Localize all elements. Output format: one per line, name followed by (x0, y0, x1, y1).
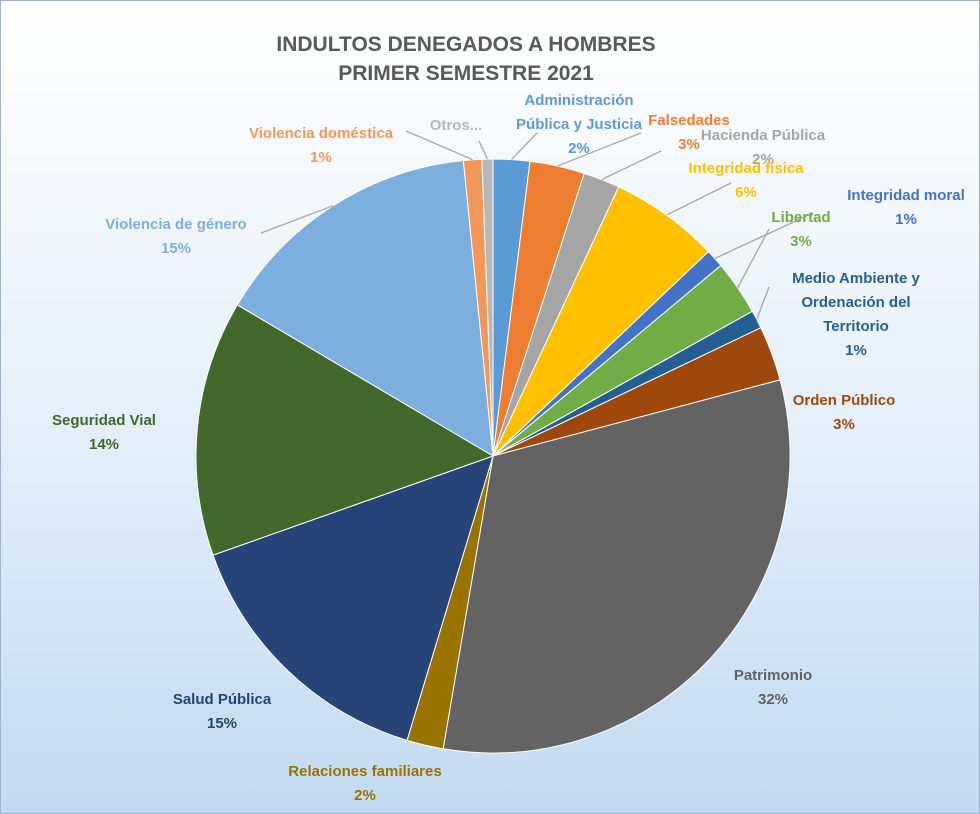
leader-line (260, 205, 334, 234)
label-value: 2% (354, 787, 376, 804)
data-label: Relaciones familiares 2% (265, 760, 465, 808)
label-value: 3% (833, 416, 855, 433)
leader-line (557, 132, 642, 167)
pie-slice (481, 158, 494, 457)
label-name: Administración Pública y Justicia (516, 92, 642, 133)
label-name: Hacienda Pública (700, 127, 826, 144)
label-value: 1% (845, 342, 867, 359)
label-value: 3% (678, 136, 700, 153)
label-name: Libertad (771, 209, 831, 226)
data-label: Seguridad Vial 14% (34, 409, 174, 457)
data-label: Hacienda Pública 2% (683, 124, 843, 172)
label-value: 15% (206, 715, 238, 732)
label-value: 2% (568, 140, 590, 157)
label-value: 14% (88, 436, 120, 453)
leader-line (511, 132, 538, 161)
leader-line (478, 140, 489, 160)
label-name: Falsedades (648, 112, 730, 129)
data-label: Libertad 3% (756, 206, 846, 254)
data-label: Administración Pública y Justicia 2% (504, 89, 654, 161)
leader-line (737, 228, 770, 288)
leader-line (666, 182, 732, 216)
label-value: 1% (310, 149, 332, 166)
label-name: Violencia de género (105, 216, 247, 233)
label-name: Integridad moral (847, 187, 965, 204)
label-name: Violencia doméstica (249, 125, 393, 142)
leader-line (756, 286, 770, 320)
label-value: 2% (752, 151, 774, 168)
label-value: 1% (895, 211, 917, 228)
label-value: 32% (757, 691, 789, 708)
pie-slice (195, 304, 495, 556)
label-value: 6% (735, 184, 757, 201)
leader-line (714, 212, 814, 260)
label-name: Orden Público (792, 392, 896, 409)
data-label: Salud Pública 15% (152, 688, 292, 736)
data-label: Medio Ambiente y Ordenación del Territor… (776, 267, 936, 363)
data-label: Integridad moral 1% (831, 184, 979, 232)
label-name: Seguridad Vial (52, 412, 156, 429)
chart-subtitle: PRIMER SEMESTRE 2021 (338, 62, 594, 85)
label-value: 15% (160, 240, 192, 257)
chart-title: INDULTOS DENEGADOS A HOMBRES (276, 33, 656, 56)
data-label: Orden Público 3% (774, 389, 914, 437)
label-name: Relaciones familiares (288, 763, 442, 780)
data-label: Otros... (416, 114, 496, 138)
pie-slice (442, 379, 791, 754)
label-name: Patrimonio (733, 667, 813, 684)
data-label: Integridad física 6% (671, 157, 821, 205)
data-label: Falsedades 3% (634, 109, 744, 157)
data-label: Violencia de género 15% (76, 213, 276, 261)
label-name: Otros... (429, 117, 483, 134)
leader-line (405, 130, 473, 161)
label-name: Salud Pública (172, 691, 272, 708)
label-name: Medio Ambiente y Ordenación del Territor… (792, 270, 920, 335)
label-name: Integridad física (688, 160, 804, 177)
data-label: Violencia doméstica 1% (226, 122, 416, 170)
pie-slice (212, 455, 494, 741)
data-label: Patrimonio 32% (723, 664, 823, 712)
leader-line (601, 150, 662, 181)
label-value: 3% (790, 233, 812, 250)
